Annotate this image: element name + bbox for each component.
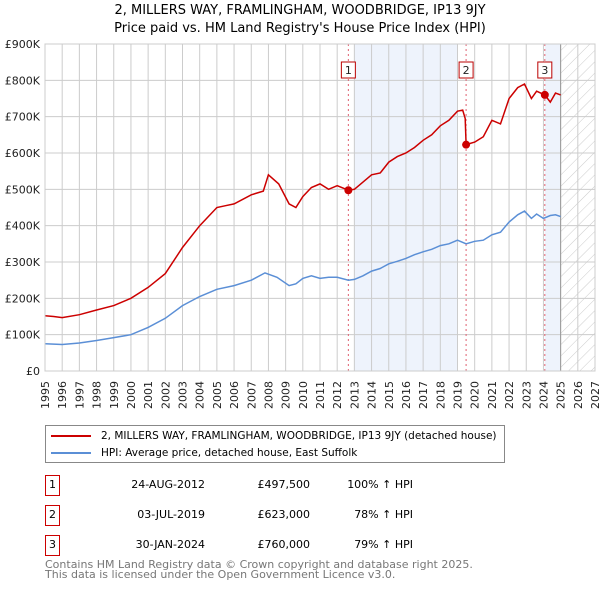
x-tick-label: 2009 — [280, 381, 293, 409]
x-tick-label: 2019 — [452, 381, 465, 409]
legend-swatch-red — [51, 435, 91, 437]
y-tick-label: £800K — [5, 74, 41, 87]
legend: 2, MILLERS WAY, FRAMLINGHAM, WOODBRIDGE,… — [45, 425, 505, 463]
x-tick-label: 2006 — [228, 381, 241, 409]
subtitle-line: Price paid vs. HM Land Registry's House … — [114, 21, 486, 36]
sale-hpi: 100% ↑ HPI — [347, 478, 413, 491]
sale-date: 03-JUL-2019 — [137, 508, 205, 521]
x-tick-label: 2004 — [194, 381, 207, 409]
x-tick-label: 2013 — [348, 381, 361, 409]
x-tick-label: 2024 — [537, 381, 550, 409]
property-price-line — [44, 82, 561, 319]
x-tick-label: 2018 — [434, 381, 447, 409]
x-tick-label: 1995 — [39, 381, 52, 409]
y-tick-label: £400K — [5, 220, 41, 233]
y-tick-label: £500K — [5, 183, 41, 196]
sale-hpi: 79% ↑ HPI — [354, 538, 413, 551]
x-tick-label: 2001 — [142, 381, 155, 409]
sale-label: 2 — [463, 64, 470, 77]
legend-label: HPI: Average price, detached house, East… — [101, 447, 358, 459]
x-tick-label: 2007 — [245, 381, 258, 409]
x-tick-label: 2023 — [520, 381, 533, 409]
sale-point — [344, 186, 353, 195]
x-tick-label: 2002 — [159, 381, 172, 409]
x-tick-label: 2012 — [331, 381, 344, 409]
shaded-region — [544, 44, 561, 371]
x-tick-label: 2020 — [469, 381, 482, 409]
sale-label: 1 — [345, 64, 352, 77]
title-line: 2, MILLERS WAY, FRAMLINGHAM, WOODBRIDGE,… — [114, 3, 486, 18]
y-tick-label: £700K — [5, 111, 41, 124]
legend-item-hpi: HPI: Average price, detached house, East… — [46, 445, 357, 461]
sale-label-box — [537, 61, 553, 79]
legend-swatch-blue — [51, 452, 91, 454]
footer: Contains HM Land Registry data © Crown c… — [45, 558, 473, 581]
x-tick-label: 2005 — [211, 381, 224, 409]
y-tick-label: £300K — [5, 256, 41, 269]
x-tick-label: 2025 — [555, 381, 568, 409]
x-tick-label: 2015 — [383, 381, 396, 409]
x-tick-label: 2011 — [314, 381, 327, 409]
x-tick-label: 2008 — [262, 381, 275, 409]
y-tick-label: £100K — [5, 329, 41, 342]
x-tick-label: 2014 — [366, 381, 379, 409]
plot-area: 1995 1996 1997 1998 1999 2000 2001 2002 2003 2004… — [5, 38, 600, 409]
sale-price: £497,500 — [257, 478, 311, 491]
sale-point — [540, 90, 549, 99]
footer-line: Contains HM Land Registry data © Crown c… — [45, 558, 473, 571]
x-tick-label: 2003 — [177, 381, 190, 409]
y-tick-label: £0 — [26, 365, 40, 378]
x-tick-label: 2026 — [572, 381, 585, 409]
y-tick-label: £900K — [5, 38, 41, 51]
x-tick-label: 1998 — [91, 381, 104, 409]
y-tick-label: £600K — [5, 147, 41, 160]
x-tick-label: 2010 — [297, 381, 310, 409]
y-tick-label: £200K — [5, 292, 41, 305]
legend-label: 2, MILLERS WAY, FRAMLINGHAM, WOODBRIDGE,… — [101, 430, 497, 442]
x-tick-label: 1996 — [56, 381, 69, 409]
x-tick-label: 2027 — [589, 381, 600, 409]
sale-label: 3 — [541, 64, 548, 77]
chart-title: 2, MILLERS WAY, FRAMLINGHAM, WOODBRIDGE,… — [0, 2, 600, 38]
x-tick-label: 2000 — [125, 381, 138, 409]
x-tick-label: 1997 — [73, 381, 86, 409]
x-tick-label: 1999 — [108, 381, 121, 409]
footer-line: This data is licensed under the Open Gov… — [45, 568, 396, 581]
hpi-line — [44, 210, 561, 346]
sale-hpi: 78% ↑ HPI — [354, 508, 413, 521]
legend-item-property: 2, MILLERS WAY, FRAMLINGHAM, WOODBRIDGE,… — [46, 428, 497, 444]
x-tick-label: 2016 — [400, 381, 413, 409]
sale-price: £760,000 — [257, 538, 311, 551]
x-tick-label: 2022 — [503, 381, 516, 409]
sale-number: 1 — [45, 475, 60, 496]
sale-number: 3 — [45, 535, 60, 556]
sale-price: £623,000 — [257, 508, 311, 521]
sale-label-box — [458, 61, 474, 79]
sale-date: 24-AUG-2012 — [131, 478, 205, 491]
sale-point — [462, 140, 471, 149]
x-tick-label: 2021 — [486, 381, 499, 409]
sale-number: 2 — [45, 505, 60, 526]
x-tick-label: 2017 — [417, 381, 430, 409]
sale-label-box — [340, 61, 356, 79]
sale-date: 30-JAN-2024 — [135, 538, 205, 551]
plot-border — [44, 43, 596, 372]
